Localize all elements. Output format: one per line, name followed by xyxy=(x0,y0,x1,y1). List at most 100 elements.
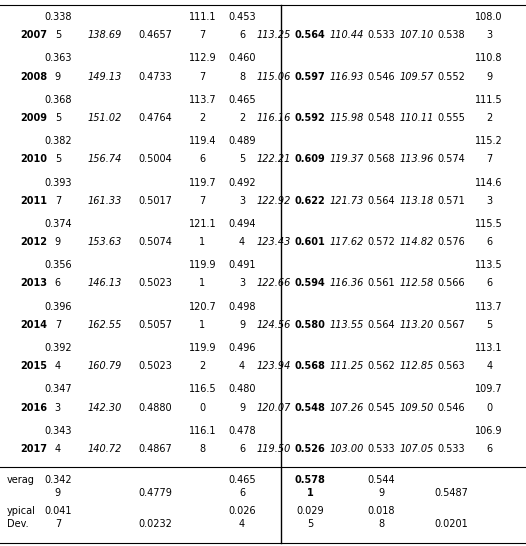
Text: 0.029: 0.029 xyxy=(297,506,324,515)
Text: 109.50: 109.50 xyxy=(400,402,434,413)
Text: 1: 1 xyxy=(199,237,206,247)
Text: 0: 0 xyxy=(199,402,206,413)
Text: 9: 9 xyxy=(486,72,492,81)
Text: 0.567: 0.567 xyxy=(438,320,465,330)
Text: 113.7: 113.7 xyxy=(189,95,216,105)
Text: 113.55: 113.55 xyxy=(330,320,365,330)
Text: 5: 5 xyxy=(486,320,492,330)
Text: 0: 0 xyxy=(486,402,492,413)
Text: 2: 2 xyxy=(239,113,245,123)
Text: 5: 5 xyxy=(55,30,61,40)
Text: 109.7: 109.7 xyxy=(476,384,503,394)
Text: 0.392: 0.392 xyxy=(44,343,72,353)
Text: 113.20: 113.20 xyxy=(400,320,434,330)
Text: 2: 2 xyxy=(199,361,206,371)
Text: 115.2: 115.2 xyxy=(476,136,503,146)
Text: 6: 6 xyxy=(199,155,206,164)
Text: 2016: 2016 xyxy=(20,402,47,413)
Text: 0.018: 0.018 xyxy=(368,506,395,515)
Text: 0.564: 0.564 xyxy=(295,30,326,40)
Text: 7: 7 xyxy=(199,72,206,81)
Text: 0.453: 0.453 xyxy=(228,12,256,22)
Text: 5: 5 xyxy=(55,155,61,164)
Text: 151.02: 151.02 xyxy=(88,113,123,123)
Text: 6: 6 xyxy=(239,488,245,498)
Text: 0.555: 0.555 xyxy=(438,113,465,123)
Text: 0.489: 0.489 xyxy=(228,136,256,146)
Text: 111.1: 111.1 xyxy=(189,12,216,22)
Text: 0.496: 0.496 xyxy=(228,343,256,353)
Text: 5: 5 xyxy=(307,519,313,529)
Text: 0.571: 0.571 xyxy=(438,195,465,206)
Text: 2009: 2009 xyxy=(20,113,47,123)
Text: 0.546: 0.546 xyxy=(368,72,395,81)
Text: 0.460: 0.460 xyxy=(228,54,256,63)
Text: 4: 4 xyxy=(55,444,61,454)
Text: 112.58: 112.58 xyxy=(400,278,434,288)
Text: 0.4733: 0.4733 xyxy=(138,72,172,81)
Text: 0.601: 0.601 xyxy=(295,237,326,247)
Text: 0.533: 0.533 xyxy=(368,444,395,454)
Text: 107.10: 107.10 xyxy=(400,30,434,40)
Text: 123.43: 123.43 xyxy=(256,237,291,247)
Text: 2015: 2015 xyxy=(20,361,47,371)
Text: 4: 4 xyxy=(486,361,492,371)
Text: 3: 3 xyxy=(239,278,245,288)
Text: 111.25: 111.25 xyxy=(330,361,365,371)
Text: 116.93: 116.93 xyxy=(330,72,365,81)
Text: 3: 3 xyxy=(239,195,245,206)
Text: 0.5017: 0.5017 xyxy=(138,195,172,206)
Text: ypical: ypical xyxy=(7,506,36,515)
Text: 9: 9 xyxy=(55,237,61,247)
Text: 121.1: 121.1 xyxy=(189,219,216,229)
Text: 6: 6 xyxy=(239,444,245,454)
Text: 111.5: 111.5 xyxy=(476,95,503,105)
Text: 124.56: 124.56 xyxy=(256,320,291,330)
Text: 117.62: 117.62 xyxy=(330,237,365,247)
Text: 1: 1 xyxy=(307,488,313,498)
Text: 2017: 2017 xyxy=(20,444,47,454)
Text: 7: 7 xyxy=(486,155,492,164)
Text: 0.546: 0.546 xyxy=(438,402,465,413)
Text: 112.85: 112.85 xyxy=(400,361,434,371)
Text: 119.37: 119.37 xyxy=(330,155,365,164)
Text: 2013: 2013 xyxy=(20,278,47,288)
Text: 2011: 2011 xyxy=(20,195,47,206)
Text: 8: 8 xyxy=(239,72,245,81)
Text: 116.36: 116.36 xyxy=(330,278,365,288)
Text: 0.382: 0.382 xyxy=(44,136,72,146)
Text: 0.5057: 0.5057 xyxy=(138,320,172,330)
Text: 6: 6 xyxy=(55,278,61,288)
Text: 0.580: 0.580 xyxy=(295,320,326,330)
Text: 0.574: 0.574 xyxy=(438,155,465,164)
Text: 0.544: 0.544 xyxy=(368,474,395,484)
Text: 0.356: 0.356 xyxy=(44,260,72,270)
Text: 9: 9 xyxy=(55,488,61,498)
Text: 2010: 2010 xyxy=(20,155,47,164)
Text: 0.548: 0.548 xyxy=(368,113,395,123)
Text: 112.9: 112.9 xyxy=(189,54,216,63)
Text: 122.92: 122.92 xyxy=(256,195,291,206)
Text: 7: 7 xyxy=(55,195,61,206)
Text: 0.5074: 0.5074 xyxy=(138,237,172,247)
Text: 4: 4 xyxy=(239,237,245,247)
Text: 0.4880: 0.4880 xyxy=(138,402,172,413)
Text: 160.79: 160.79 xyxy=(88,361,123,371)
Text: 116.16: 116.16 xyxy=(256,113,291,123)
Text: 0.562: 0.562 xyxy=(368,361,395,371)
Text: 0.465: 0.465 xyxy=(228,95,256,105)
Text: 114.6: 114.6 xyxy=(476,177,503,187)
Text: 0.342: 0.342 xyxy=(44,474,72,484)
Text: 0.338: 0.338 xyxy=(44,12,72,22)
Text: 0.498: 0.498 xyxy=(228,301,256,312)
Text: 113.1: 113.1 xyxy=(476,343,503,353)
Text: 0.548: 0.548 xyxy=(295,402,326,413)
Text: 110.8: 110.8 xyxy=(476,54,503,63)
Text: 0.343: 0.343 xyxy=(44,426,72,436)
Text: 9: 9 xyxy=(378,488,385,498)
Text: 109.57: 109.57 xyxy=(400,72,434,81)
Text: 0.396: 0.396 xyxy=(44,301,72,312)
Text: 0.480: 0.480 xyxy=(228,384,256,394)
Text: 6: 6 xyxy=(486,444,492,454)
Text: 0.526: 0.526 xyxy=(295,444,326,454)
